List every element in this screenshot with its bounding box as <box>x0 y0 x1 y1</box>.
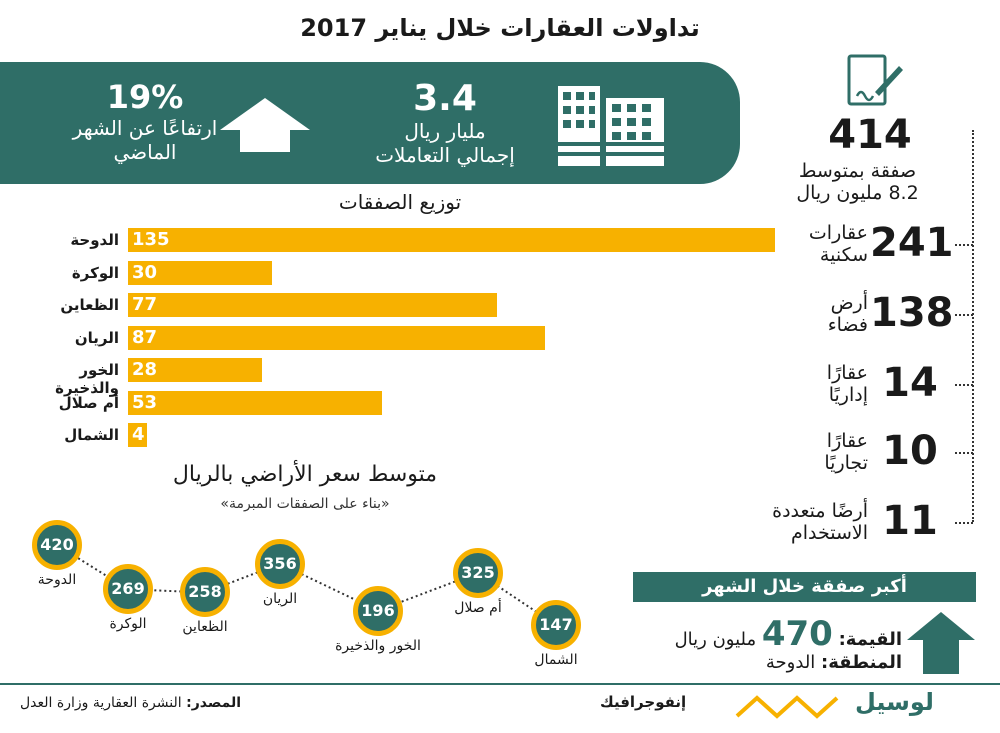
stat-label: إداريًا <box>828 384 868 406</box>
total-value: 3.4 <box>413 78 477 119</box>
bar-label: أم صلال <box>58 393 119 412</box>
stat-connector <box>955 522 973 524</box>
line-point: 325 <box>453 547 503 598</box>
stats-connector-line <box>972 130 974 522</box>
line-point-label: أم صلال <box>454 599 502 616</box>
total-deals-desc-2: 8.2 مليون ريال <box>796 182 919 204</box>
stat-connector <box>955 314 973 316</box>
change-value: 19% <box>106 78 184 116</box>
stat-label: الاستخدام <box>790 522 868 544</box>
total-value-block: 3.4 مليار ريال إجمالي التعاملات <box>360 78 530 167</box>
stat-label: عقارات <box>808 222 868 244</box>
line-point: 196 <box>353 585 403 636</box>
biggest-deal-heading: أكبر صفقة خلال الشهر <box>633 572 976 602</box>
stat-label: تجاريًا <box>824 452 868 474</box>
bar-chart-title: توزيع الصفقات <box>338 190 462 214</box>
stat-connector <box>955 244 973 246</box>
bar: 30 <box>128 260 272 285</box>
total-value-desc: إجمالي التعاملات <box>375 143 515 167</box>
stat-label: أرض <box>830 292 868 314</box>
line-point-label: الريان <box>262 590 298 607</box>
arrow-up-icon <box>907 612 975 674</box>
biggest-deal-region-row: المنطقة: الدوحة <box>620 652 902 673</box>
line-chart-subtitle: «بناء على الصفقات المبرمة» <box>220 496 390 512</box>
stat-number: 14 <box>882 360 938 406</box>
biggest-deal-value-unit: مليون ريال <box>674 629 757 650</box>
total-value-unit: مليار ريال <box>404 119 486 143</box>
bar: 77 <box>128 293 498 317</box>
infographic-label: إنفوجرافيك <box>600 693 687 711</box>
footer-divider <box>0 683 1000 685</box>
line-point-label: الوكرة <box>109 616 147 633</box>
stat-number: 11 <box>882 498 938 544</box>
line-chart-title: متوسط سعر الأراضي بالريال <box>172 462 438 487</box>
stat-label: عقارًا <box>826 362 868 384</box>
biggest-deal-value: 470 <box>761 614 833 654</box>
biggest-deal-value-label: القيمة: <box>838 629 902 650</box>
arrow-up-icon <box>220 98 310 152</box>
line-point-label: الدوحة <box>37 572 77 588</box>
total-deals: 414 <box>828 112 912 158</box>
total-deals-desc-1: صفقة بمتوسط <box>798 160 917 182</box>
stat-connector <box>955 384 973 386</box>
contract-pen-icon <box>847 54 903 106</box>
bar-label: الظعاين <box>60 296 119 314</box>
bar: 135 <box>128 228 775 252</box>
bar-label: الشمال <box>64 426 119 444</box>
stat-number: 138 <box>870 290 954 336</box>
line-point: 269 <box>103 564 153 615</box>
line-point: 420 <box>32 520 82 570</box>
stat-number: 10 <box>882 428 938 474</box>
brand-zigzag-icon <box>735 695 839 719</box>
source-label: المصدر: <box>186 695 242 711</box>
page-title: تداولات العقارات خلال يناير 2017 <box>300 14 700 42</box>
bar: 28 <box>128 358 263 382</box>
biggest-deal-region-label: المنطقة: <box>821 652 902 673</box>
bar-label: الريان <box>74 328 119 347</box>
line-point-label: الخور والذخيرة <box>335 637 421 654</box>
bar: 53 <box>128 390 382 415</box>
bar-label: الخور والذخيرة <box>55 361 119 397</box>
bar: 4 <box>128 423 148 447</box>
bar-label: الدوحة <box>70 231 119 249</box>
stat-label: عقارًا <box>826 430 868 452</box>
change-block: 19% ارتفاعًا عن الشهر الماضي <box>55 78 235 164</box>
line-point: 147 <box>531 600 581 650</box>
brand-logo: لوسيل <box>855 688 934 716</box>
bar-label: الوكرة <box>71 263 119 282</box>
bar: 87 <box>128 325 545 350</box>
source-text: النشرة العقارية وزارة العدل <box>20 695 182 711</box>
buildings-icon <box>548 86 673 166</box>
source: المصدر: النشرة العقارية وزارة العدل <box>20 695 241 711</box>
line-point-label: الظعاين <box>182 619 228 636</box>
stat-connector <box>955 452 973 454</box>
stat-label: سكنية <box>819 244 868 266</box>
stat-label: فضاء <box>827 314 868 336</box>
biggest-deal-value-row: القيمة: 470 مليون ريال <box>620 614 902 654</box>
line-point: 258 <box>180 567 230 618</box>
line-point-label: الشمال <box>534 652 578 668</box>
line-point: 356 <box>255 538 305 589</box>
stat-label: أرضًا متعددة <box>772 500 868 522</box>
change-desc-2: الماضي <box>113 140 177 164</box>
biggest-deal-region: الدوحة <box>765 652 816 673</box>
stat-number: 241 <box>870 220 954 266</box>
change-desc-1: ارتفاعًا عن الشهر <box>72 116 218 140</box>
